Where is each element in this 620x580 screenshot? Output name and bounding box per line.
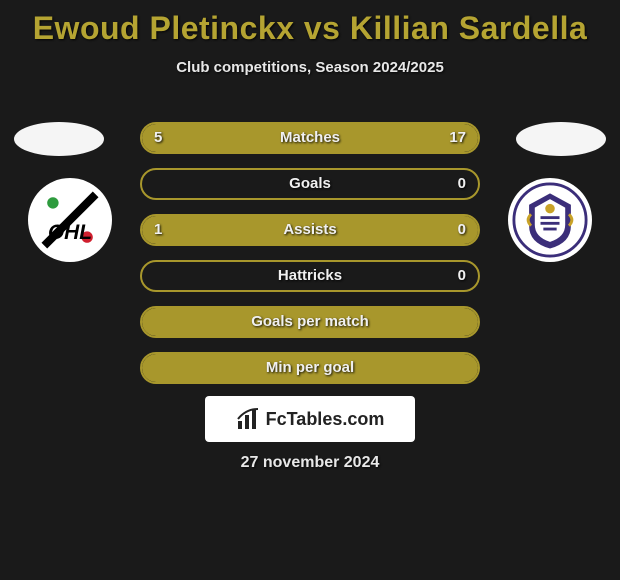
stat-bar: 0Goals: [140, 168, 480, 200]
stat-bar: 517Matches: [140, 122, 480, 154]
stat-label: Matches: [142, 124, 478, 152]
page-title: Ewoud Pletinckx vs Killian Sardella: [0, 0, 620, 47]
stats-bars: 517Matches 0Goals 10Assists 0Hattricks Goals…: [140, 122, 480, 398]
stat-bar: 0Hattricks: [140, 260, 480, 292]
ohl-logo-icon: OHL: [32, 182, 108, 258]
anderlecht-logo-icon: [512, 182, 588, 258]
stat-label: Assists: [142, 216, 478, 244]
stat-label: Goals: [142, 170, 478, 198]
fctables-logo[interactable]: FcTables.com: [205, 396, 415, 442]
club-logo-left: OHL: [28, 178, 112, 262]
stat-bar: 10Assists: [140, 214, 480, 246]
country-flag-left: [14, 122, 104, 156]
stat-bar: Goals per match: [140, 306, 480, 338]
chart-icon: [236, 407, 260, 431]
stat-bar: Min per goal: [140, 352, 480, 384]
stat-label: Hattricks: [142, 262, 478, 290]
country-flag-right: [516, 122, 606, 156]
subtitle: Club competitions, Season 2024/2025: [0, 59, 620, 76]
stat-label: Min per goal: [142, 354, 478, 382]
footer-brand-text: FcTables.com: [266, 409, 385, 430]
date-text: 27 november 2024: [0, 454, 620, 472]
svg-text:OHL: OHL: [48, 221, 92, 244]
club-logo-right: [508, 178, 592, 262]
stat-label: Goals per match: [142, 308, 478, 336]
